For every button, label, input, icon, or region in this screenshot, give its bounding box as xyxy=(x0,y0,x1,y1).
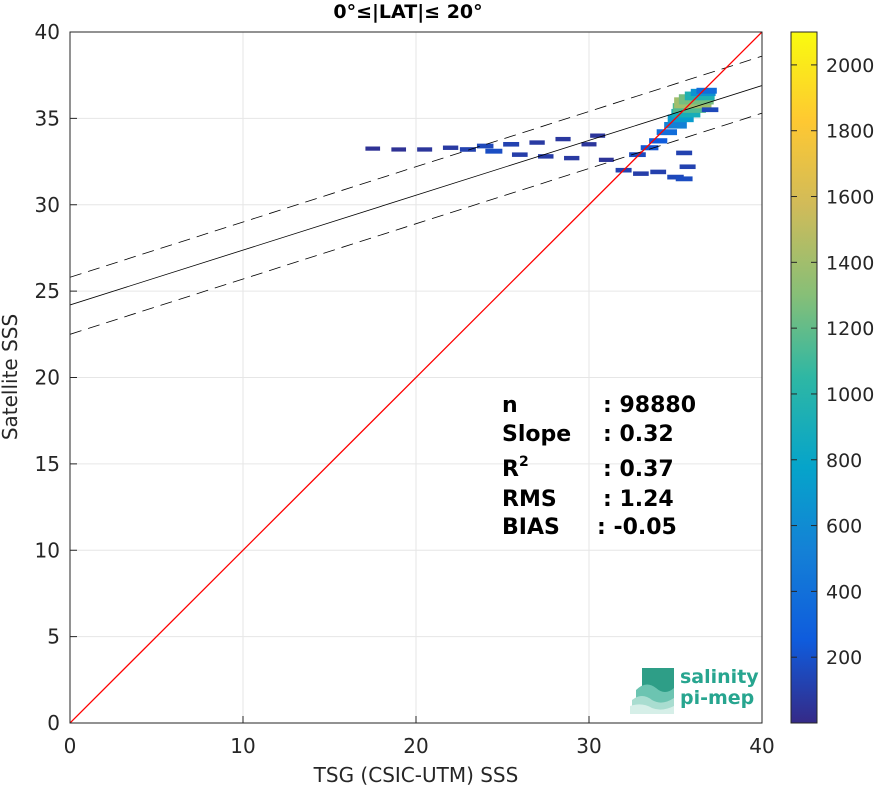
stat-r2-label: R2 xyxy=(502,454,529,482)
logo-text-salinity: salinity xyxy=(680,666,759,688)
colorbar-tick-label: 600 xyxy=(826,516,862,538)
density-point xyxy=(365,146,381,151)
density-point xyxy=(701,107,719,113)
y-tick-label: 0 xyxy=(47,711,60,735)
density-point xyxy=(640,145,659,151)
regression-line xyxy=(70,85,762,306)
colorbar-tick-label: 200 xyxy=(826,647,862,669)
colorbar-tick-label: 400 xyxy=(826,581,862,603)
density-point xyxy=(667,114,694,123)
density-point xyxy=(459,147,476,152)
stat-rms-value: : 1.24 xyxy=(603,487,674,512)
logo-text-pi-mep: pi-mep xyxy=(680,687,754,709)
density-point xyxy=(555,136,571,142)
density-point xyxy=(503,141,520,147)
y-tick-label: 15 xyxy=(35,452,60,476)
stat-r2-value: : 0.37 xyxy=(603,457,674,482)
y-tick-label: 40 xyxy=(35,20,60,44)
density-point xyxy=(476,143,494,149)
density-point xyxy=(529,140,545,145)
y-tick-label: 30 xyxy=(35,193,60,217)
density-point xyxy=(671,108,701,118)
plot-frame xyxy=(69,31,763,724)
stat-slope-value: : 0.32 xyxy=(603,422,674,447)
x-tick-label: 10 xyxy=(230,734,255,758)
y-tick-label: 35 xyxy=(35,106,60,130)
wave-logo-icon xyxy=(630,668,674,714)
density-point xyxy=(590,133,606,138)
y-tick-label: 5 xyxy=(47,625,60,649)
density-point xyxy=(664,121,687,129)
density-point xyxy=(667,174,684,180)
density-point xyxy=(676,150,693,156)
colorbar-tick-label: 1400 xyxy=(826,252,874,274)
density-point xyxy=(679,164,696,170)
colorbar xyxy=(790,31,818,724)
statistics-box: n : 98880 Slope : 0.32 R2 : 0.37 RMS : 1… xyxy=(502,393,696,540)
y-tick-label: 20 xyxy=(35,366,60,390)
density-point xyxy=(649,138,668,144)
confidence-line-lower xyxy=(70,112,762,335)
stat-bias-label: BIAS xyxy=(502,515,560,540)
colorbar-tick-label: 2000 xyxy=(826,55,874,77)
density-point xyxy=(696,87,717,94)
stat-bias-value: : -0.05 xyxy=(597,515,677,540)
colorbar-tick-label: 1800 xyxy=(826,121,874,143)
density-point xyxy=(564,155,580,161)
density-point xyxy=(656,129,678,136)
density-point xyxy=(538,154,554,159)
one-to-one-line xyxy=(70,32,762,723)
x-tick-label: 20 xyxy=(403,734,428,758)
density-point xyxy=(650,169,667,175)
density-point xyxy=(629,152,646,158)
x-tick-label: 40 xyxy=(749,734,774,758)
colorbar-tick-label: 800 xyxy=(826,450,862,472)
colorbar-tick-label: 1200 xyxy=(826,318,874,340)
x-tick-label: 0 xyxy=(64,734,77,758)
colorbar-tick-label: 1600 xyxy=(826,187,874,209)
stat-rms-label: RMS xyxy=(502,487,557,512)
density-point xyxy=(485,148,503,154)
x-tick-label: 30 xyxy=(576,734,601,758)
confidence-line-upper xyxy=(70,55,762,278)
density-point xyxy=(633,171,649,176)
y-tick-label: 10 xyxy=(35,538,60,562)
density-point xyxy=(598,157,614,162)
salinity-pi-mep-logo: salinity pi-mep xyxy=(630,666,759,714)
chart-title: 0°≤|LAT|≤ 20° xyxy=(333,1,482,23)
colorbar-tick-label: 1000 xyxy=(826,384,874,406)
density-point xyxy=(675,176,693,182)
density-point xyxy=(417,147,433,152)
y-axis-label: Satellite SSS xyxy=(0,314,22,440)
density-point xyxy=(511,152,528,157)
stat-n-label: n xyxy=(502,393,518,418)
density-point xyxy=(391,147,407,152)
y-tick-label: 25 xyxy=(35,279,60,303)
x-tick-labels: 0 10 20 30 40 xyxy=(64,734,775,758)
stat-slope-label: Slope xyxy=(502,422,571,447)
density-point xyxy=(442,145,459,150)
x-axis-label: TSG (CSIC-UTM) SSS xyxy=(313,763,519,787)
y-tick-labels: 0 5 10 15 20 25 30 35 40 xyxy=(35,20,60,735)
stat-n-value: : 98880 xyxy=(603,393,696,418)
colorbar-tick-labels: 200 400 600 800 1000 1200 1400 1600 1800 2000 xyxy=(791,55,874,669)
density-point xyxy=(581,142,597,147)
